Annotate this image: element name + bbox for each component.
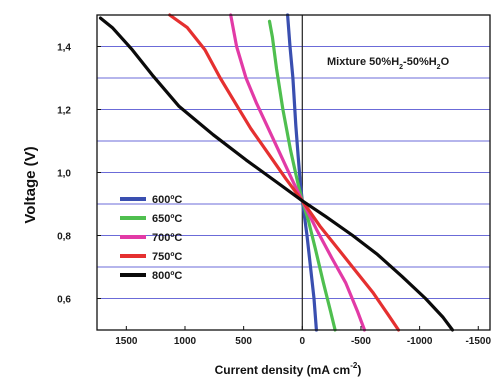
x-tick-label: 1500: [115, 336, 138, 347]
y-axis-title: Voltage (V): [22, 146, 39, 223]
x-tick-label: 1000: [174, 336, 197, 347]
x-tick-label: -500: [351, 336, 371, 347]
series-line-750c: [168, 13, 401, 332]
x-axis-title-superscript: -2: [350, 361, 358, 370]
y-tick-label: 0,6: [57, 295, 71, 306]
annotation-part: Mixture 50%H: [327, 56, 399, 68]
x-axis-title-main: Current density (mA cm: [215, 363, 351, 377]
series-layer: [98, 13, 455, 332]
x-tick-label: 500: [235, 336, 252, 347]
x-tick-label: 0: [300, 336, 306, 347]
y-tick-label: 1,4: [57, 43, 71, 54]
legend-label-750c: 750ºC: [152, 251, 182, 263]
series-line-700c: [229, 13, 367, 332]
annotation-part: -50%H: [403, 56, 437, 68]
y-tick-label: 0,8: [57, 232, 71, 243]
mixture-annotation: Mixture 50%H2-50%H2O: [327, 56, 450, 71]
x-axis-title-suffix: ): [357, 363, 361, 377]
annotation-subscript: 2: [399, 64, 403, 71]
series-line-800c: [98, 16, 455, 332]
legend-label-800c: 800ºC: [152, 270, 182, 282]
annotation-part: O: [441, 56, 450, 68]
x-tick-label: -1000: [407, 336, 433, 347]
series-line-650c: [267, 19, 337, 332]
annotation-subscript: 2: [437, 64, 441, 71]
x-tick-label: -1500: [465, 336, 491, 347]
legend: 600ºC 650ºC 700ºC 750ºC 800ºC: [120, 194, 182, 282]
x-axis-title: Current density (mA cm-2): [215, 361, 362, 377]
legend-label-700c: 700ºC: [152, 232, 182, 244]
ticks-layer: 1500 1000 500 0 -500 -1000 -1500 0,6 0,8 1,0 1,2 1,…: [57, 43, 491, 348]
legend-label-600c: 600ºC: [152, 194, 182, 206]
y-tick-label: 1,0: [57, 169, 71, 180]
grid-layer: [97, 15, 490, 330]
legend-label-650c: 650ºC: [152, 213, 182, 225]
y-tick-label: 1,2: [57, 106, 71, 117]
